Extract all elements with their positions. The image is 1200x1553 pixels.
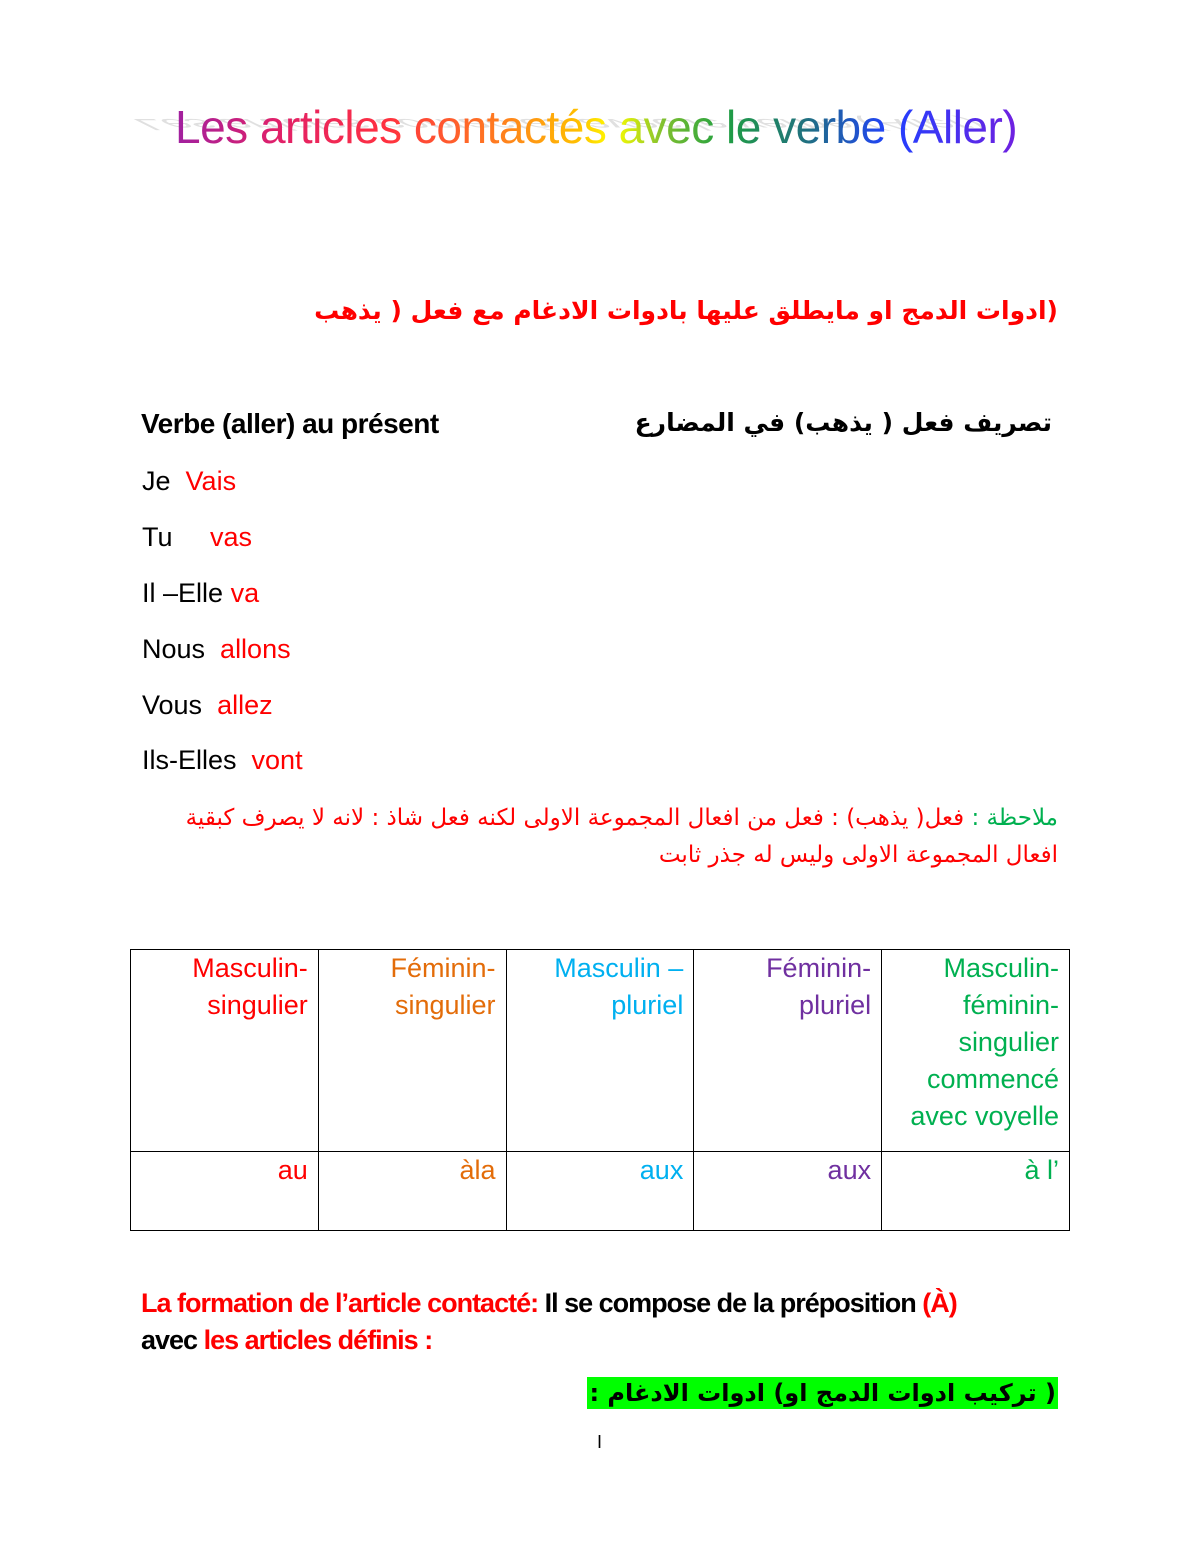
preposition: (À) bbox=[922, 1288, 957, 1318]
conjugation-heading-arabic: تصريف فعل ( يذهب) في المضارع bbox=[634, 408, 1052, 437]
page-number: I bbox=[597, 1432, 603, 1452]
value-fem-sing: àla bbox=[317, 1151, 507, 1231]
header-masc-sing: Masculin-singulier bbox=[130, 949, 319, 1152]
value-masc-sing: au bbox=[130, 1151, 319, 1231]
note-text: فعل( يذهب) : فعل من افعال المجموعة الاول… bbox=[185, 805, 1058, 868]
verb-form: vont bbox=[251, 745, 303, 775]
verb-form: allez bbox=[217, 690, 273, 720]
formation-paragraph: La formation de l’article contacté: Il s… bbox=[141, 1285, 1041, 1359]
value-fem-plur: aux bbox=[693, 1151, 883, 1231]
header-fem-plur: Féminin-pluriel bbox=[693, 949, 883, 1152]
conjugation-row: Vous allez bbox=[142, 690, 273, 721]
table-row: au àla aux aux à l’ bbox=[130, 1151, 1070, 1231]
verb-form: va bbox=[230, 578, 260, 608]
value-vowel: à l’ bbox=[881, 1151, 1070, 1231]
definite-articles: les articles définis : bbox=[203, 1325, 434, 1355]
page-title: Les articles contactés avec le verbe (Al… bbox=[175, 101, 1018, 153]
note-label: ملاحظة : bbox=[971, 805, 1058, 831]
pronoun: Il –Elle bbox=[142, 578, 224, 608]
formation-text-2: avec bbox=[141, 1325, 204, 1355]
verb-form: allons bbox=[220, 634, 291, 664]
value-masc-plur: aux bbox=[505, 1151, 695, 1231]
arabic-heading: (ادوات الدمج او مايطلق عليها بادوات الاد… bbox=[314, 296, 1058, 325]
pronoun: Tu bbox=[142, 522, 173, 552]
pronoun: Ils-Elles bbox=[142, 745, 237, 775]
formation-label: La formation de l’article contacté: bbox=[141, 1288, 539, 1318]
pronoun: Nous bbox=[142, 634, 206, 664]
conjugation-row: Nous allons bbox=[142, 634, 291, 665]
conjugation-row: Il –Elle va bbox=[142, 578, 259, 609]
note: ملاحظة : فعل( يذهب) : فعل من افعال المجم… bbox=[140, 800, 1058, 874]
conjugation-row: Je Vais bbox=[142, 466, 236, 497]
verb-form: vas bbox=[210, 522, 253, 552]
header-masc-plur: Masculin –pluriel bbox=[505, 949, 695, 1152]
conjugation-heading: Verbe (aller) au présent bbox=[141, 408, 439, 439]
header-vowel: Masculin-féminin-singulier commencé avec… bbox=[881, 949, 1070, 1152]
highlighted-arabic-heading: ( تركيب ادوات الدمج او) ادوات الادغام : bbox=[587, 1377, 1058, 1409]
pronoun: Je bbox=[142, 466, 171, 496]
conjugation-row: Tu vas bbox=[142, 522, 252, 553]
pronoun: Vous bbox=[142, 690, 203, 720]
verb-form: Vais bbox=[185, 466, 237, 496]
header-fem-sing: Féminin-singulier bbox=[317, 949, 507, 1152]
conjugation-row: Ils-Elles vont bbox=[142, 745, 303, 776]
table-header-row: Masculin-singulier Féminin-singulier Mas… bbox=[130, 949, 1070, 1152]
articles-table: Masculin-singulier Féminin-singulier Mas… bbox=[130, 949, 1070, 1231]
formation-text: Il se compose de la préposition bbox=[538, 1288, 923, 1318]
